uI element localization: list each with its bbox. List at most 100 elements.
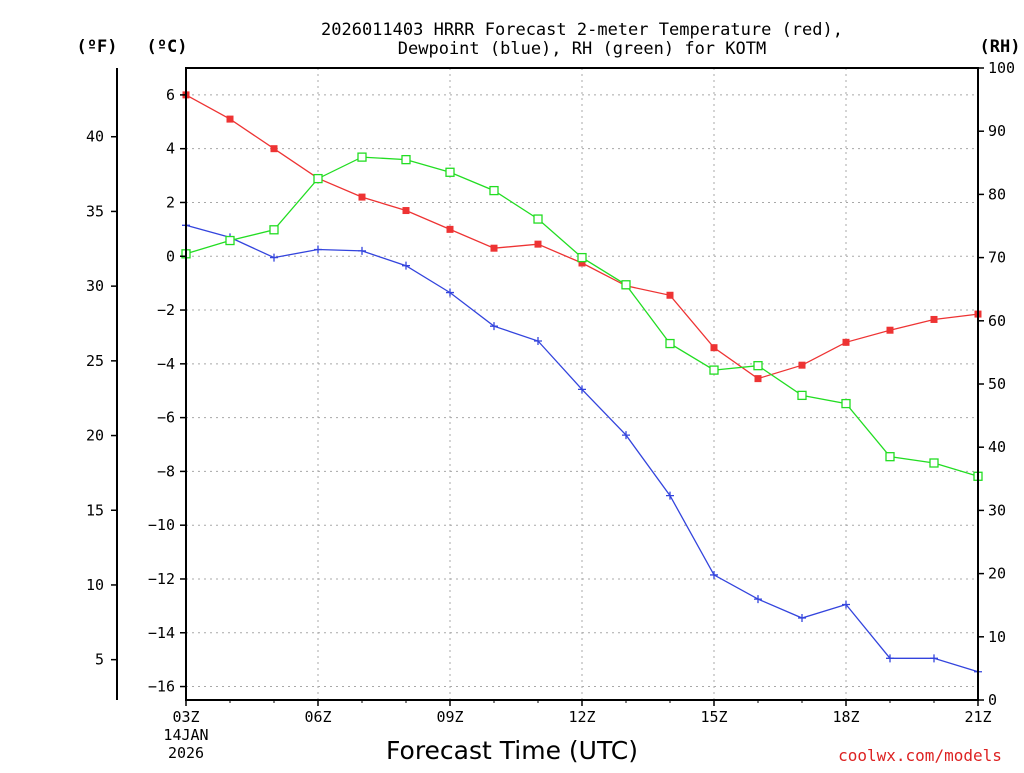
temperature-point (754, 375, 762, 383)
dewpoint-point (270, 253, 278, 262)
dewpoint-point (666, 491, 674, 500)
dewpoint-point (534, 336, 542, 345)
fahrenheit-unit-label: (ºF) (77, 37, 118, 57)
credit-text: coolwx.com/models (838, 746, 1002, 765)
rh-point (929, 458, 939, 468)
celsius-tick-label: −14 (148, 624, 175, 642)
x-tick-label: 12Z (568, 708, 595, 726)
x-tick-label: 03Z (172, 708, 199, 726)
dewpoint-point (358, 246, 366, 255)
temperature-point (270, 145, 278, 153)
celsius-tick-label: −10 (148, 516, 175, 534)
rh-point (753, 361, 763, 371)
dewpoint-point (314, 245, 322, 254)
rh-tick-label: 50 (988, 375, 1006, 393)
rh-point (665, 338, 675, 349)
dewpoint-point (710, 570, 718, 579)
rh-tick-label: 60 (988, 312, 1006, 330)
rh-point (269, 225, 279, 235)
rh-point (621, 280, 631, 290)
temperature-point (842, 338, 850, 346)
temperature-point (534, 240, 542, 248)
fahrenheit-tick-label: 30 (86, 277, 104, 295)
chart-title-line1: 2026011403 HRRR Forecast 2-meter Tempera… (321, 20, 843, 40)
axis-ticks: 03Z 06Z 09Z 12Z 15Z 18Z 21Z6420−2−4−6−8−10−12−… (86, 59, 1015, 726)
rh-tick-label: 20 (988, 565, 1006, 583)
temperature-point (930, 315, 938, 323)
rh-tick-label: 40 (988, 438, 1006, 456)
rh-point (797, 390, 807, 401)
series-layer (181, 91, 983, 676)
rh-tick-label: 70 (988, 249, 1006, 267)
celsius-tick-label: 0 (166, 247, 175, 265)
grid-lines (186, 68, 978, 700)
fahrenheit-tick-label: 10 (86, 576, 104, 594)
rh-tick-label: 100 (988, 59, 1015, 77)
temperature-point (666, 291, 674, 299)
x-tick-label: 06Z (304, 708, 331, 726)
dewpoint-line (185, 224, 979, 673)
x-tick-label: 15Z (700, 708, 727, 726)
fahrenheit-tick-label: 40 (86, 128, 104, 146)
x-tick-label: 18Z (832, 708, 859, 726)
rh-point (445, 167, 455, 177)
temperature-point (226, 115, 234, 123)
start-date-line1: 14JAN (163, 726, 208, 744)
rh-point (357, 152, 367, 162)
celsius-tick-label: −12 (148, 570, 175, 588)
dewpoint-point (886, 654, 894, 663)
rh-point (885, 452, 895, 462)
temperature-point (490, 244, 498, 252)
dewpoint-point (622, 431, 630, 440)
rh-point (577, 252, 587, 263)
celsius-tick-label: 2 (166, 193, 175, 211)
dewpoint-point (490, 322, 498, 331)
rh-tick-label: 10 (988, 628, 1006, 646)
temperature-point (446, 225, 454, 233)
temperature-point (710, 344, 718, 352)
celsius-tick-label: −8 (157, 462, 175, 480)
dewpoint-point (446, 288, 454, 297)
rh-point (709, 365, 719, 375)
chart-title-line2: Dewpoint (blue), RH (green) for KOTM (398, 39, 766, 59)
rh-unit-label: (RH) (980, 37, 1021, 57)
fahrenheit-tick-label: 5 (95, 651, 104, 669)
temperature-point (798, 361, 806, 369)
temperature-point (886, 326, 894, 334)
rh-point (313, 173, 323, 184)
rh-tick-label: 30 (988, 501, 1006, 519)
celsius-tick-label: 4 (166, 140, 175, 158)
celsius-tick-label: 6 (166, 86, 175, 104)
x-axis-title: Forecast Time (UTC) (386, 736, 638, 765)
x-tick-label: 09Z (436, 708, 463, 726)
start-date-line2: 2026 (168, 744, 204, 762)
dewpoint-point (578, 385, 586, 394)
rh-point (401, 154, 411, 165)
rh-tick-label: 90 (988, 122, 1006, 140)
rh-point (225, 235, 235, 246)
fahrenheit-tick-label: 25 (86, 352, 104, 370)
celsius-unit-label: (ºC) (147, 37, 188, 57)
fahrenheit-tick-label: 20 (86, 427, 104, 445)
celsius-tick-label: −16 (148, 678, 175, 696)
celsius-tick-label: −2 (157, 301, 175, 319)
temperature-point (578, 259, 586, 267)
fahrenheit-tick-label: 15 (86, 501, 104, 519)
rh-tick-label: 80 (988, 185, 1006, 203)
dewpoint-point (798, 613, 806, 622)
plot-frame (185, 67, 979, 701)
temperature-point (402, 207, 410, 215)
dewpoint-point (402, 261, 410, 270)
rh-point (489, 185, 499, 196)
temperature-point (358, 193, 366, 201)
dewpoint-point (842, 600, 850, 609)
rh-point (533, 214, 543, 224)
fahrenheit-tick-label: 35 (86, 202, 104, 220)
rh-tick-label: 0 (988, 691, 997, 709)
celsius-tick-label: −6 (157, 409, 175, 427)
x-tick-label: 21Z (964, 708, 991, 726)
dewpoint-point (930, 654, 938, 663)
rh-point (841, 398, 851, 409)
celsius-tick-label: −4 (157, 355, 175, 373)
